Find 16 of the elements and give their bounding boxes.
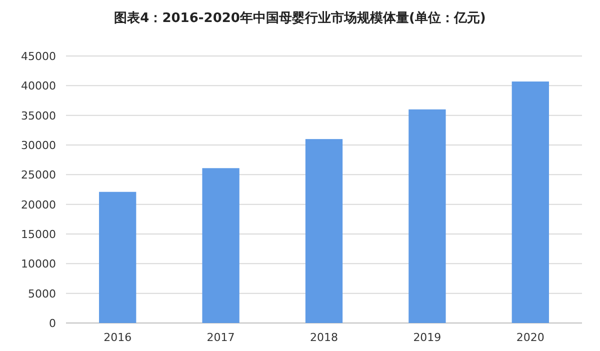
y-tick-label: 5000 bbox=[28, 287, 56, 300]
x-tick-label: 2016 bbox=[104, 331, 132, 344]
y-tick-label: 45000 bbox=[21, 50, 56, 63]
title: 图表4：2016-2020年中国母婴行业市场规模体量(单位：亿元) bbox=[114, 11, 486, 26]
y-tick-label: 20000 bbox=[21, 198, 56, 212]
y-tick-label: 35000 bbox=[21, 109, 56, 122]
x-tick-label: 2019 bbox=[413, 331, 442, 344]
y-tick-label: 40000 bbox=[21, 80, 56, 93]
y-tick-label: 10000 bbox=[21, 258, 56, 271]
y-tick-label: 30000 bbox=[21, 139, 56, 152]
y-tick-label: 0 bbox=[49, 317, 56, 330]
x-tick-label: 2017 bbox=[206, 331, 235, 344]
y-tick-label: 25000 bbox=[21, 168, 56, 182]
x-tick-label: 2020 bbox=[516, 331, 544, 344]
x-tick-label: 2018 bbox=[310, 331, 338, 344]
y-tick-label: 15000 bbox=[21, 228, 56, 241]
